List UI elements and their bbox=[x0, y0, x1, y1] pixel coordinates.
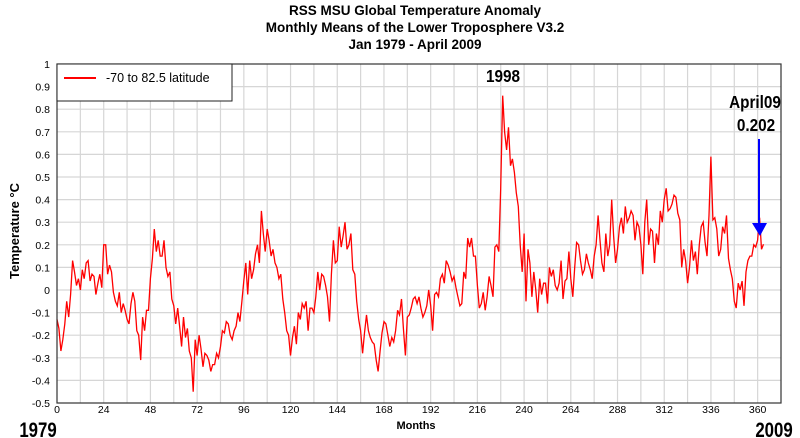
annotation-value: 0.202 bbox=[737, 115, 775, 135]
x-tick-label: 336 bbox=[702, 404, 720, 416]
y-tick-label: 0.8 bbox=[35, 104, 50, 116]
y-tick-label: 0.1 bbox=[35, 262, 50, 274]
x-tick-label: 360 bbox=[749, 404, 767, 416]
x-tick-label: 120 bbox=[282, 404, 300, 416]
chart-title-line-3: Jan 1979 - April 2009 bbox=[348, 37, 482, 52]
annotation-1998: 1998 bbox=[486, 66, 520, 86]
x-tick-label: 24 bbox=[98, 404, 110, 416]
y-tick-label: 0.5 bbox=[35, 172, 50, 184]
arrow-head bbox=[752, 223, 767, 236]
x-tick-label: 96 bbox=[238, 404, 250, 416]
x-end-year: 2009 bbox=[755, 419, 792, 438]
annotation-april09: April09 bbox=[729, 92, 781, 112]
x-tick-label: 216 bbox=[469, 404, 487, 416]
x-tick-label: 168 bbox=[375, 404, 393, 416]
y-tick-label: -0.3 bbox=[32, 353, 50, 365]
grid bbox=[57, 64, 781, 403]
x-start-year: 1979 bbox=[19, 419, 56, 438]
y-tick-label: 0 bbox=[44, 285, 50, 297]
y-tick-labels: 1 0.9 0.8 0.7 0.6 0.5 0.4 0.3 0.2 0.1 0 -0.1 -0.2 -0.… bbox=[32, 59, 50, 410]
annotation-arrow bbox=[752, 139, 767, 236]
x-tick-labels: 0 24 48 72 96 120 144 168 192 216 240 264 288 312 336 3… bbox=[54, 404, 766, 416]
x-tick-label: 0 bbox=[54, 404, 60, 416]
y-tick-label: -0.1 bbox=[32, 308, 50, 320]
y-tick-label: 0.4 bbox=[35, 195, 50, 207]
y-tick-label: 0.7 bbox=[35, 127, 50, 139]
y-tick-label: 0.3 bbox=[35, 217, 50, 229]
legend-box bbox=[56, 63, 233, 102]
y-tick-label: -0.4 bbox=[32, 375, 50, 387]
x-axis-label: Months bbox=[396, 420, 435, 432]
legend: -70 to 82.5 latitude bbox=[56, 63, 233, 102]
plot-frame bbox=[56, 63, 782, 404]
y-tick-label: 0.2 bbox=[35, 240, 50, 252]
y-tick-label: -0.5 bbox=[32, 398, 50, 410]
chart-title-line-1: RSS MSU Global Temperature Anomaly bbox=[288, 3, 542, 18]
series-line bbox=[56, 95, 765, 392]
x-tick-label: 48 bbox=[145, 404, 157, 416]
x-tick-label: 192 bbox=[422, 404, 440, 416]
x-tick-label: 288 bbox=[609, 404, 627, 416]
y-tick-label: -0.2 bbox=[32, 330, 50, 342]
x-tick-label: 144 bbox=[328, 404, 346, 416]
y-tick-label: 0.6 bbox=[35, 149, 50, 161]
legend-label: -70 to 82.5 latitude bbox=[106, 71, 210, 85]
y-tick-label: 1 bbox=[44, 59, 50, 71]
x-tick-label: 264 bbox=[562, 404, 580, 416]
y-tick-label: 0.9 bbox=[35, 82, 50, 94]
y-axis-label: Temperature °C bbox=[7, 182, 22, 279]
x-tick-label: 72 bbox=[191, 404, 203, 416]
chart-title-line-2: Monthly Means of the Lower Troposphere V… bbox=[265, 20, 565, 35]
x-tick-label: 240 bbox=[515, 404, 533, 416]
x-tick-label: 312 bbox=[655, 404, 673, 416]
